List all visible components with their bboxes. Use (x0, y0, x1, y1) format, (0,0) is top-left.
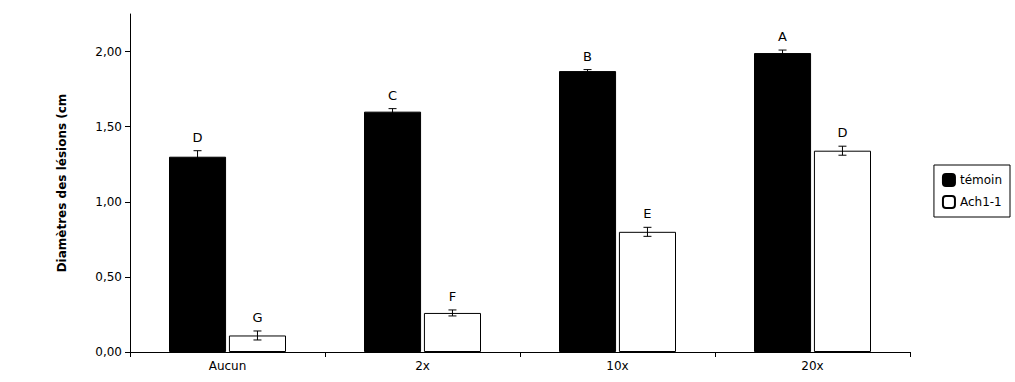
svg-text:Diamètres des lésions (cm: Diamètres des lésions (cm (55, 94, 69, 273)
svg-text:E: E (643, 206, 651, 221)
svg-text:Ach1-1: Ach1-1 (960, 195, 1002, 209)
svg-text:20x: 20x (801, 359, 823, 373)
svg-text:D: D (837, 125, 847, 140)
svg-text:témoin: témoin (960, 173, 1002, 187)
svg-text:0,50: 0,50 (95, 270, 122, 284)
svg-text:10x: 10x (606, 359, 628, 373)
svg-text:A: A (778, 29, 787, 44)
svg-text:2x: 2x (415, 359, 430, 373)
svg-text:Aucun: Aucun (209, 359, 247, 373)
svg-text:F: F (449, 289, 456, 304)
svg-text:B: B (583, 49, 592, 64)
svg-text:C: C (388, 88, 397, 103)
svg-text:0,00: 0,00 (95, 345, 122, 359)
svg-text:2,00: 2,00 (95, 45, 122, 59)
svg-text:D: D (193, 130, 203, 145)
svg-text:1,50: 1,50 (95, 120, 122, 134)
svg-text:G: G (252, 310, 262, 325)
svg-text:1,00: 1,00 (95, 195, 122, 209)
